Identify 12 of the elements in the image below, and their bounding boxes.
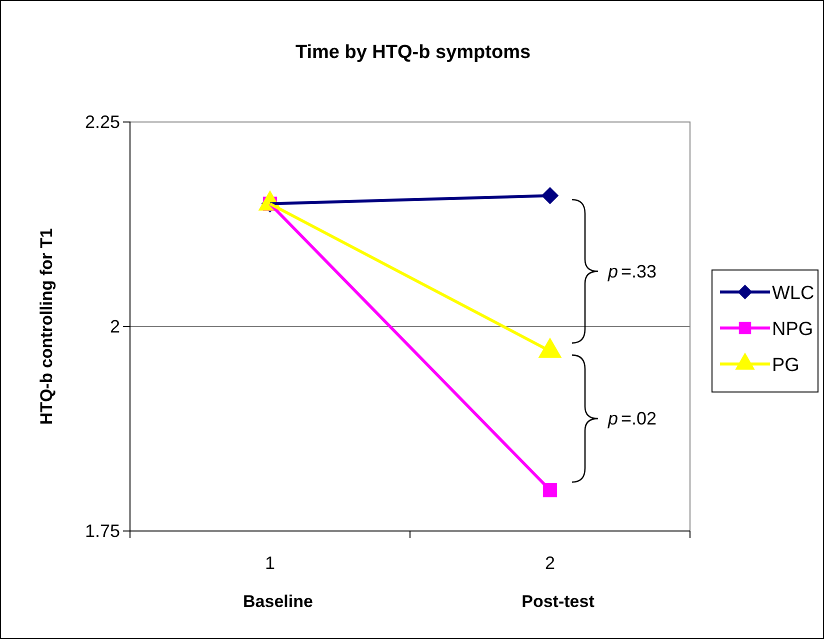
x-tick-label: 2 Post-test [522,553,595,611]
y-tick-label: 2 [110,316,120,336]
legend-label: WLC [772,283,814,304]
x-tick-label: 1 Baseline [243,553,313,611]
chart-title: Time by HTQ-b symptoms [295,42,531,63]
legend-label: NPG [772,319,814,340]
y-tick-label: 2.25 [84,112,120,132]
y-axis-title: HTQ-b controlling for T1 [37,228,56,425]
y-tick-label: 1.75 [84,520,120,541]
legend-label: PG [772,355,800,376]
annotation: p=.02 [607,408,657,429]
annotation: p=.33 [607,261,657,282]
